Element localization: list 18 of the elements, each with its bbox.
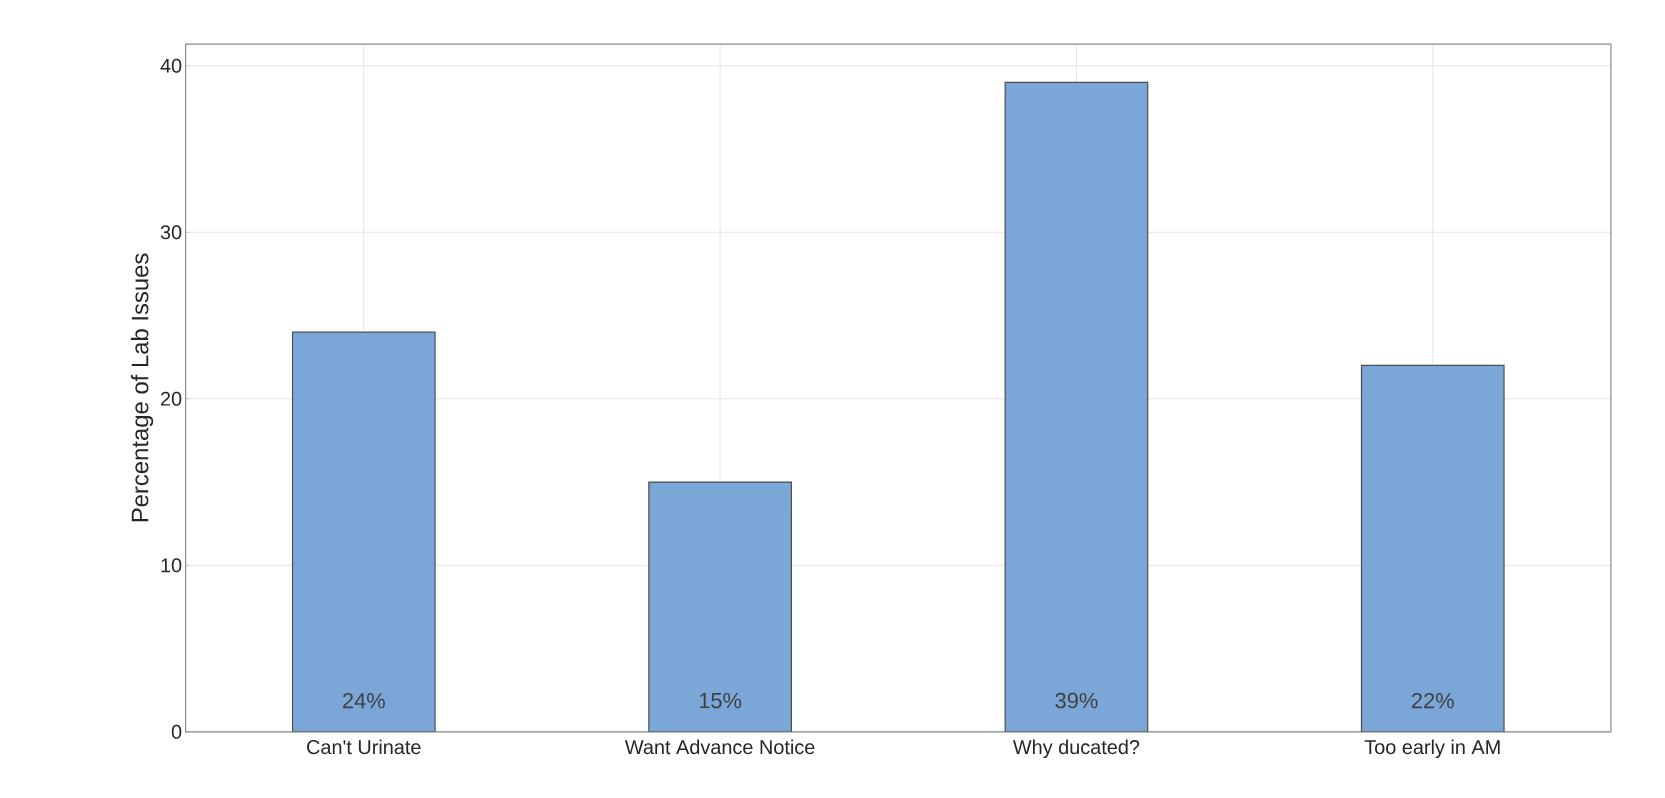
data-label: 22% bbox=[1411, 692, 1454, 709]
y-axis-title: Percentage of Lab Issues bbox=[130, 253, 154, 522]
x-tick-label: Can't Urinate bbox=[307, 739, 421, 755]
x-tick-label: Too early in AM bbox=[1364, 739, 1500, 759]
bar bbox=[291, 331, 436, 732]
y-tick-label: 0 bbox=[171, 724, 182, 739]
bar bbox=[648, 481, 792, 732]
bar bbox=[1004, 81, 1149, 732]
y-tick-label: 40 bbox=[160, 58, 182, 73]
x-tick-label: Why ducated? bbox=[1012, 739, 1140, 759]
x-tick-label: Want Advance Notice bbox=[624, 739, 815, 755]
data-label: 24% bbox=[343, 692, 385, 709]
y-tick-label: 30 bbox=[160, 225, 182, 240]
y-tick-label: 20 bbox=[160, 391, 182, 406]
y-tick-label: 10 bbox=[161, 558, 182, 573]
bar bbox=[1360, 364, 1505, 732]
data-label: 15% bbox=[699, 692, 742, 709]
data-label: 39% bbox=[1055, 692, 1098, 709]
